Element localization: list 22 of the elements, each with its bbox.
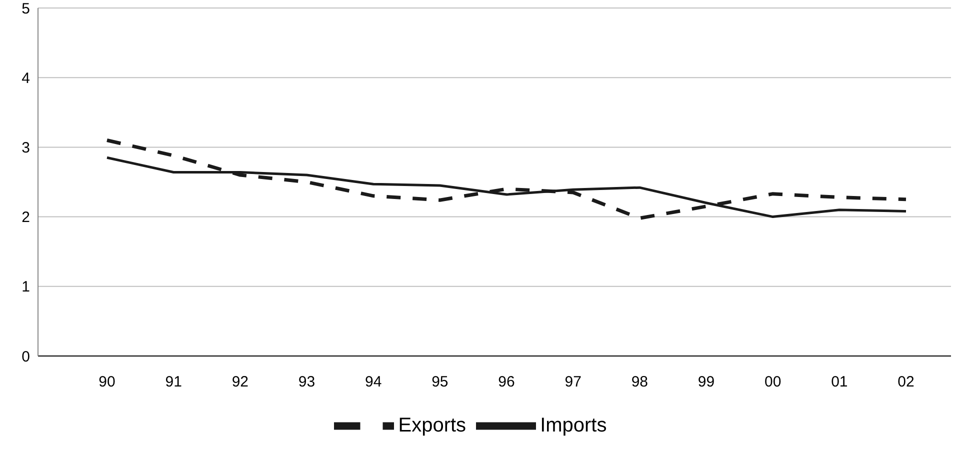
x-tick-label: 00 — [764, 374, 782, 391]
y-tick-label: 2 — [22, 209, 30, 226]
x-tick-label: 02 — [898, 374, 914, 391]
y-tick-label: 5 — [22, 0, 30, 18]
x-tick-label: 96 — [498, 374, 515, 391]
x-tick-label: 94 — [364, 374, 382, 391]
x-tick-label: 97 — [564, 374, 582, 391]
x-tick-label: 98 — [631, 374, 648, 391]
y-tick-label: 0 — [22, 348, 30, 366]
x-tick-label: 91 — [165, 374, 182, 391]
line-series — [105, 138, 908, 220]
y-tick-label: 3 — [22, 140, 30, 157]
legend-label: Imports — [540, 414, 607, 436]
x-tick-label: 93 — [298, 374, 316, 391]
y-tick-label: 4 — [22, 70, 30, 87]
x-tick-label: 95 — [432, 374, 448, 391]
x-tick-label: 99 — [698, 374, 715, 391]
x-tick-label: 92 — [232, 374, 249, 391]
x-tick-label: 01 — [831, 374, 848, 391]
legend-label: Exports — [398, 414, 466, 436]
y-tick-label: 1 — [22, 278, 30, 296]
x-tick-label: 90 — [98, 374, 116, 391]
